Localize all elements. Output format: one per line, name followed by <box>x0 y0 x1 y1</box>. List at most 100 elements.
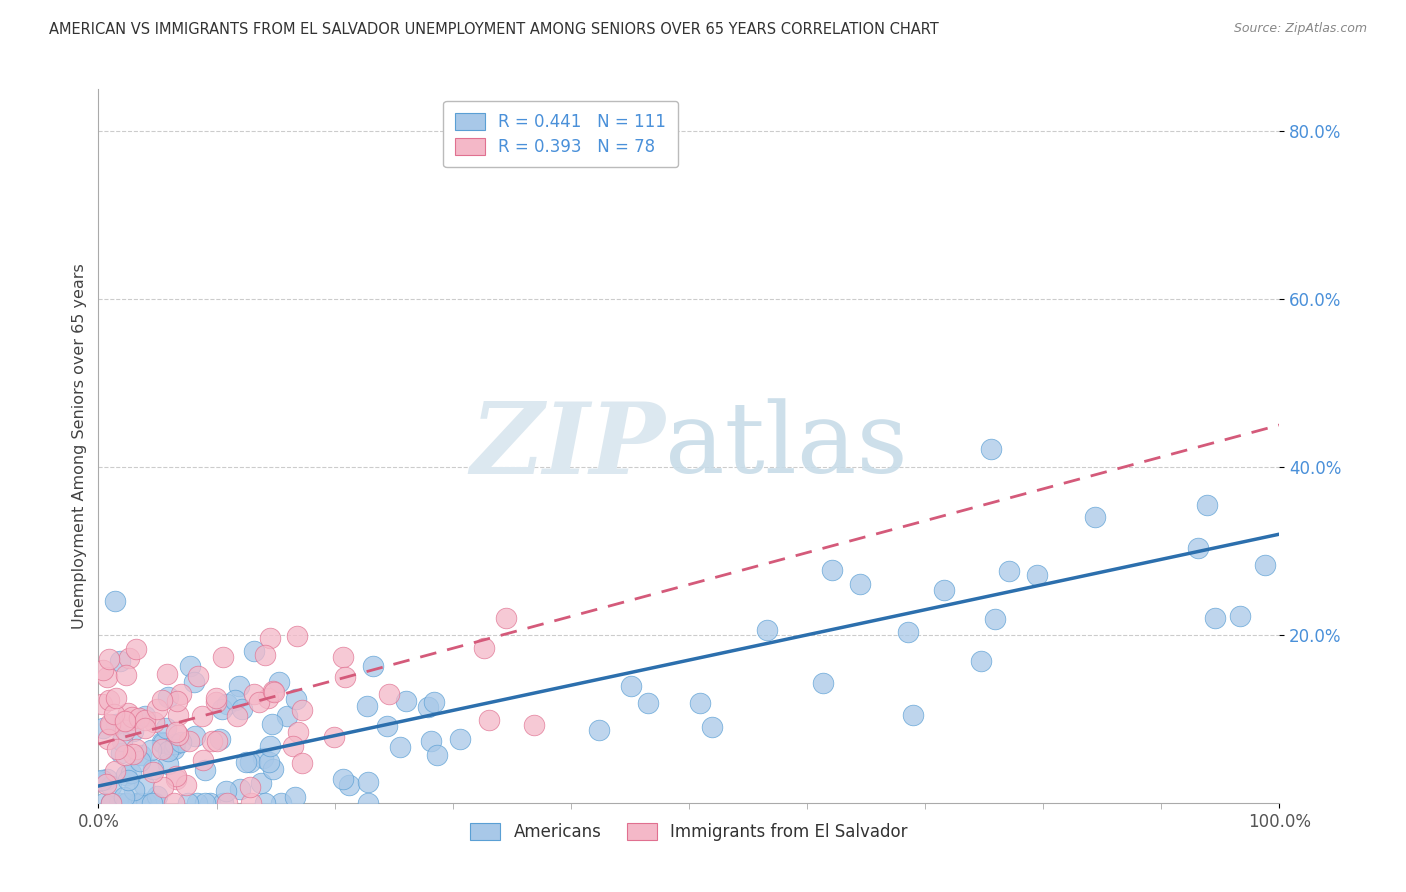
Point <box>267 675 290 690</box>
Point <box>97 693 120 707</box>
Point <box>205 691 228 706</box>
Text: Source: ZipAtlas.com: Source: ZipAtlas.com <box>1233 22 1367 36</box>
Point <box>191 753 214 767</box>
Point <box>167 728 190 742</box>
Point <box>388 739 411 754</box>
Point <box>115 668 138 682</box>
Point <box>247 695 270 709</box>
Point <box>260 716 283 731</box>
Point <box>1025 568 1047 582</box>
Point <box>150 693 173 707</box>
Point <box>91 697 114 711</box>
Point <box>163 796 186 810</box>
Point <box>211 796 233 810</box>
Point <box>198 796 221 810</box>
Point <box>103 706 125 721</box>
Point <box>217 697 239 711</box>
Point <box>122 724 145 739</box>
Point <box>134 713 156 727</box>
Point <box>194 764 217 778</box>
Point <box>114 714 136 729</box>
Point <box>142 764 165 779</box>
Point <box>270 796 292 810</box>
Point <box>335 670 357 684</box>
Point <box>157 757 180 772</box>
Point <box>897 624 920 639</box>
Point <box>112 714 135 728</box>
Point <box>156 667 179 681</box>
Point <box>254 796 277 810</box>
Point <box>174 778 197 792</box>
Point <box>848 577 870 591</box>
Point <box>163 741 186 756</box>
Point <box>285 629 308 643</box>
Point <box>281 739 304 753</box>
Point <box>132 778 155 792</box>
Point <box>105 742 128 756</box>
Point <box>110 746 132 760</box>
Point <box>98 651 121 665</box>
Point <box>125 642 148 657</box>
Point <box>127 796 149 810</box>
Point <box>165 725 187 739</box>
Point <box>588 723 610 738</box>
Point <box>934 582 956 597</box>
Point <box>156 690 179 705</box>
Point <box>111 734 134 748</box>
Point <box>152 780 174 794</box>
Point <box>112 790 135 805</box>
Point <box>104 764 127 778</box>
Point <box>332 649 354 664</box>
Point <box>201 733 224 747</box>
Point <box>183 729 205 743</box>
Point <box>108 654 131 668</box>
Point <box>252 750 274 764</box>
Point <box>970 654 993 668</box>
Point <box>179 659 201 673</box>
Point <box>152 734 174 748</box>
Point <box>146 702 169 716</box>
Point <box>145 789 167 803</box>
Point <box>191 709 214 723</box>
Point <box>91 772 114 787</box>
Point <box>821 563 844 577</box>
Point <box>997 564 1019 578</box>
Point <box>449 732 471 747</box>
Point <box>121 710 143 724</box>
Point <box>167 707 190 722</box>
Point <box>120 766 142 780</box>
Point <box>212 649 235 664</box>
Point <box>105 691 128 706</box>
Point <box>143 714 166 729</box>
Point <box>284 790 307 805</box>
Point <box>242 687 264 701</box>
Point <box>1084 509 1107 524</box>
Text: AMERICAN VS IMMIGRANTS FROM EL SALVADOR UNEMPLOYMENT AMONG SENIORS OVER 65 YEARS: AMERICAN VS IMMIGRANTS FROM EL SALVADOR … <box>49 22 939 37</box>
Point <box>291 703 314 717</box>
Point <box>186 796 208 810</box>
Point <box>93 721 115 735</box>
Point <box>115 796 138 810</box>
Point <box>215 784 238 798</box>
Point <box>131 747 153 762</box>
Point <box>356 699 378 714</box>
Point <box>523 718 546 732</box>
Point <box>118 713 141 727</box>
Point <box>94 777 117 791</box>
Point <box>1254 558 1277 573</box>
Point <box>375 719 398 733</box>
Point <box>143 796 166 810</box>
Point <box>263 685 285 699</box>
Text: ZIP: ZIP <box>471 398 665 494</box>
Text: atlas: atlas <box>665 398 908 494</box>
Point <box>259 739 281 753</box>
Point <box>125 742 148 756</box>
Point <box>166 694 188 708</box>
Point <box>256 690 278 705</box>
Point <box>250 776 273 790</box>
Point <box>170 735 193 749</box>
Point <box>755 623 778 637</box>
Point <box>155 721 177 735</box>
Point <box>117 706 139 720</box>
Point <box>378 688 401 702</box>
